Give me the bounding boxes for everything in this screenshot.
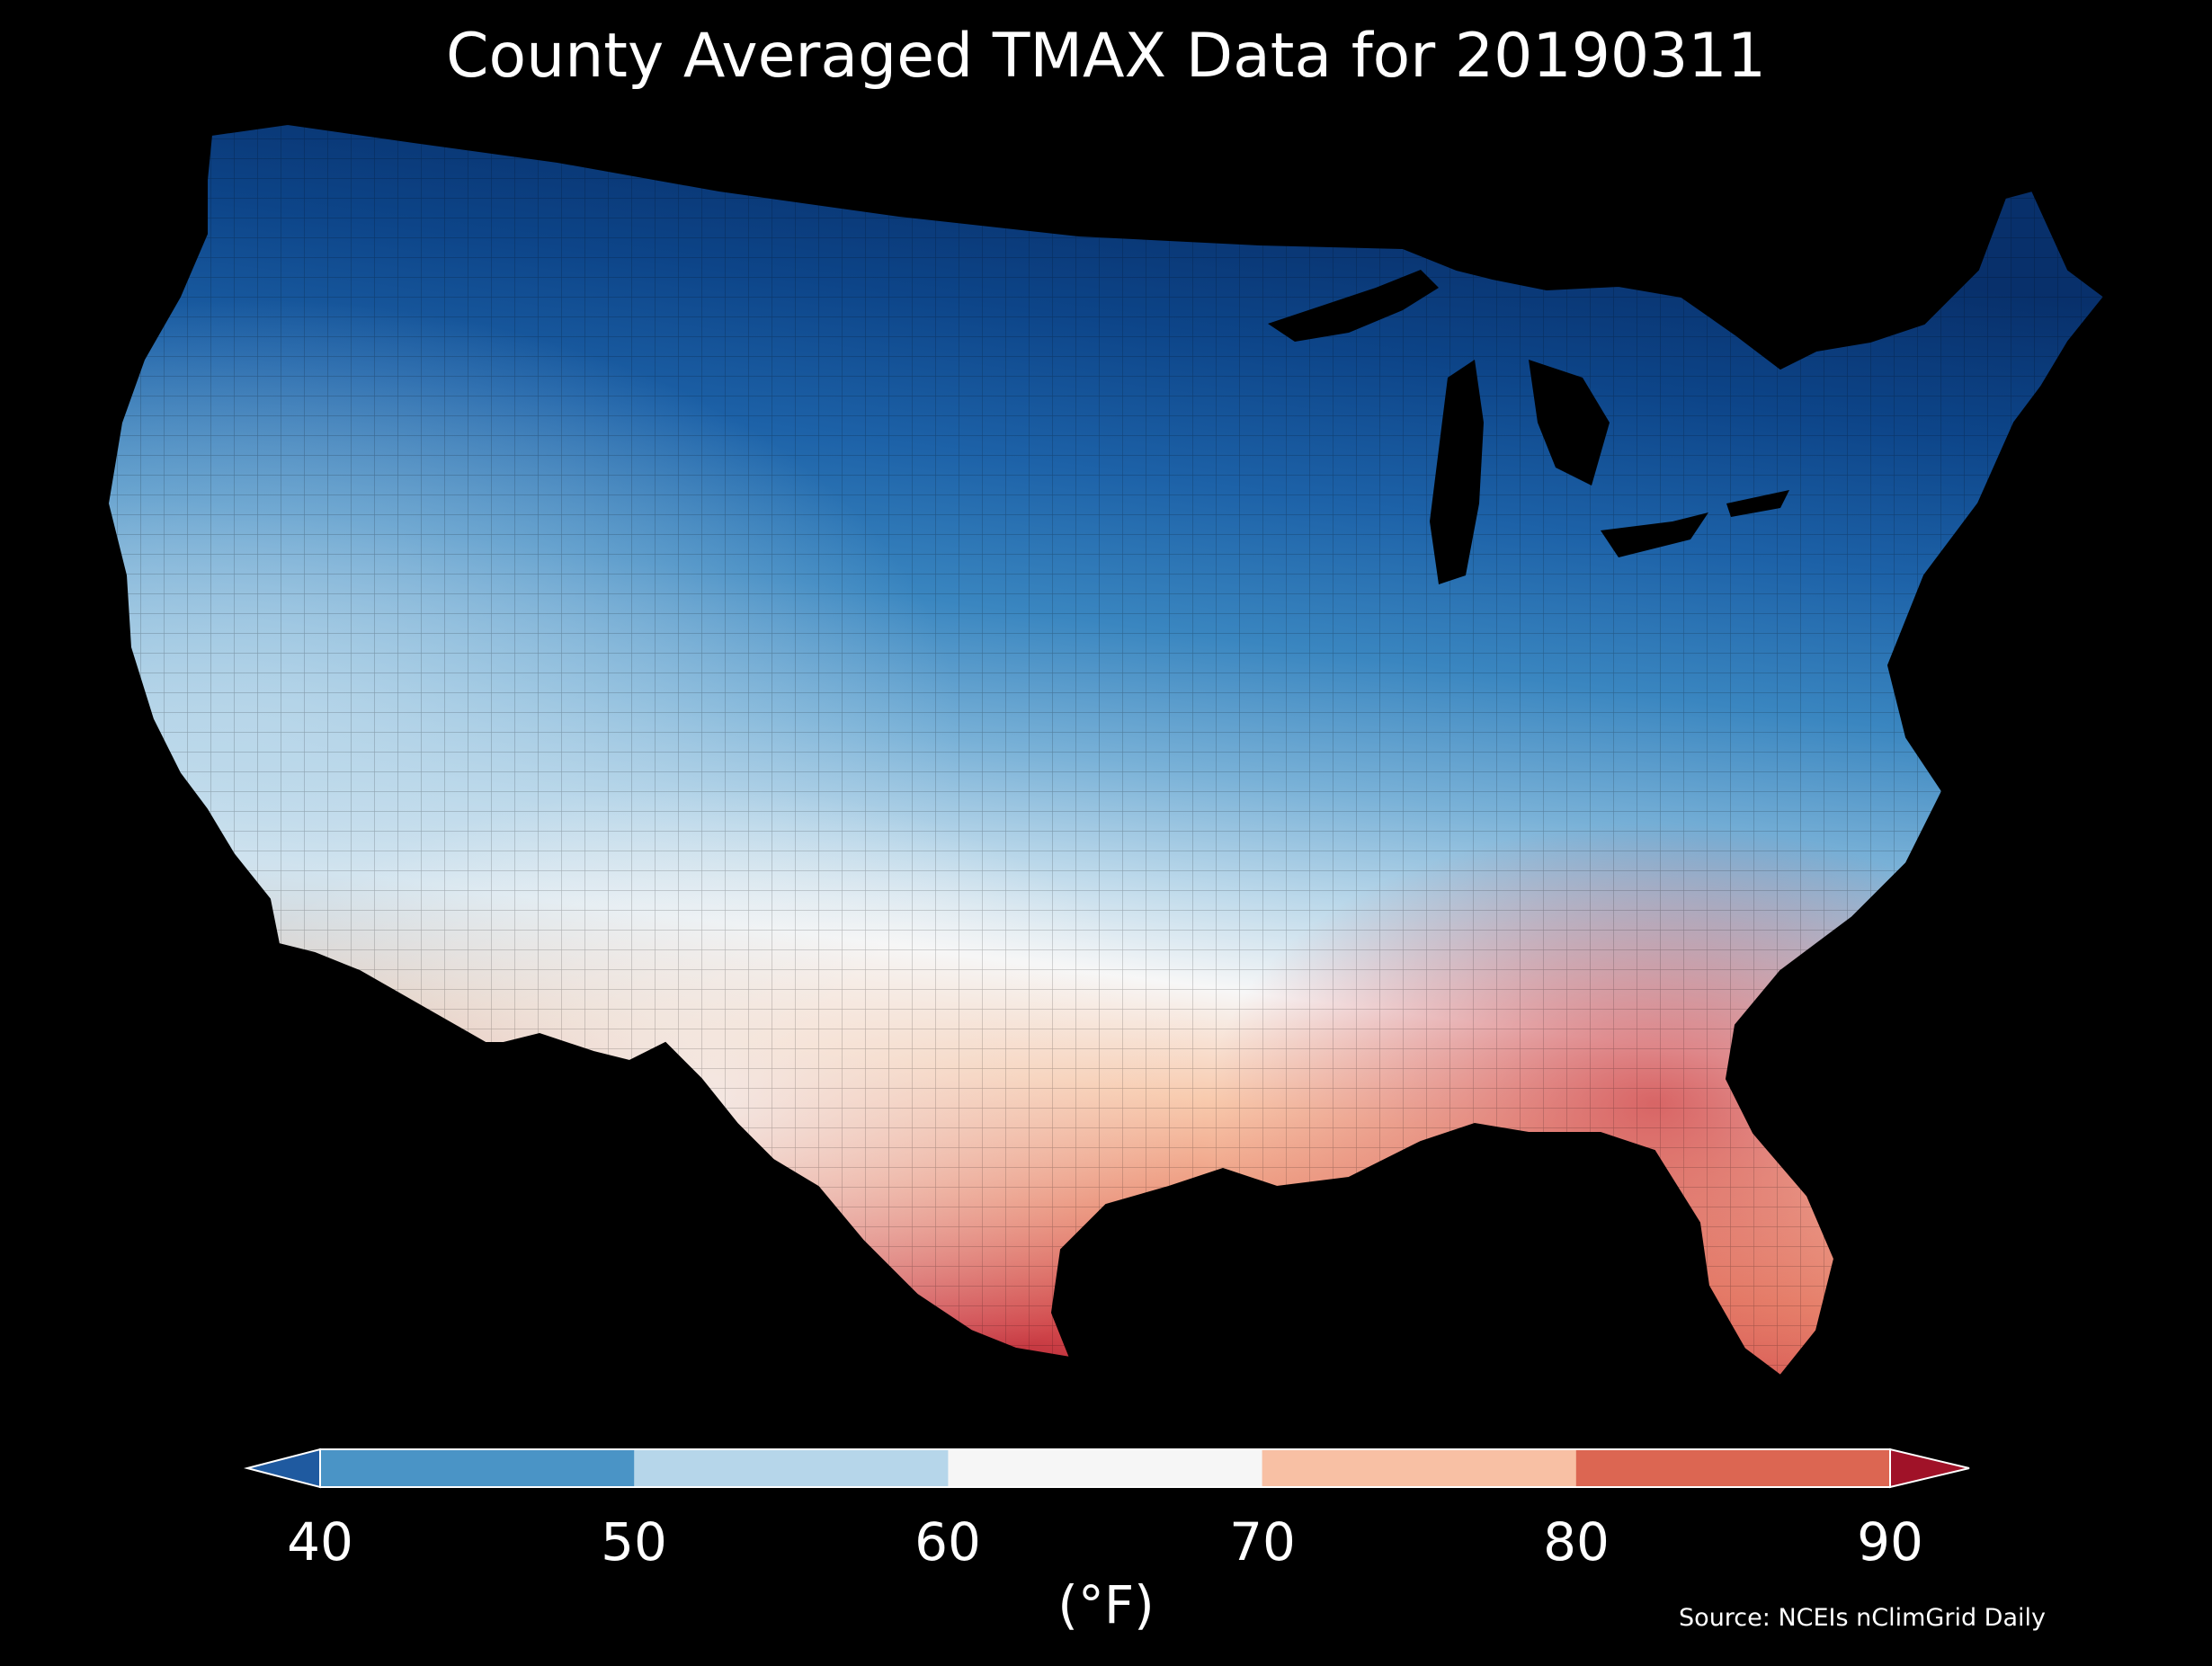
source-credit: Source: NCEIs nClimGrid Daily — [1679, 1604, 2046, 1632]
colorbar-frame — [319, 1448, 1891, 1488]
county-choropleth — [108, 124, 2104, 1376]
colorbar-tick-label: 40 — [287, 1511, 353, 1572]
lake-ontario — [1726, 490, 1789, 517]
colorbar-bin — [1262, 1449, 1577, 1487]
colorbar-tick-label: 90 — [1857, 1511, 1923, 1572]
colorbar-tick-label: 60 — [914, 1511, 981, 1572]
colorbar-bin — [948, 1449, 1263, 1487]
map-title: County Averaged TMAX Data for 20190311 — [446, 21, 1766, 92]
colorbar-bin — [634, 1449, 949, 1487]
lake-superior — [1268, 270, 1439, 342]
colorbar-tick-label: 80 — [1543, 1511, 1610, 1572]
lake-michigan — [1430, 360, 1484, 584]
us-outline — [106, 122, 2106, 1377]
colorbar-bin — [320, 1449, 635, 1487]
colorbar-bin — [1575, 1449, 1891, 1487]
great-lakes — [1268, 270, 1789, 584]
colorbar-units-label: (°F) — [1057, 1574, 1155, 1635]
colorbar-tick-label: 70 — [1229, 1511, 1296, 1572]
colorbar — [244, 1448, 1970, 1489]
colorbar-tick-label: 50 — [601, 1511, 667, 1572]
lake-huron — [1529, 360, 1610, 486]
colorbar-extend-low — [244, 1448, 321, 1489]
colorbar-extend-high — [1889, 1448, 1970, 1489]
colorbar-bins — [320, 1449, 1891, 1487]
lake-erie — [1601, 512, 1708, 557]
